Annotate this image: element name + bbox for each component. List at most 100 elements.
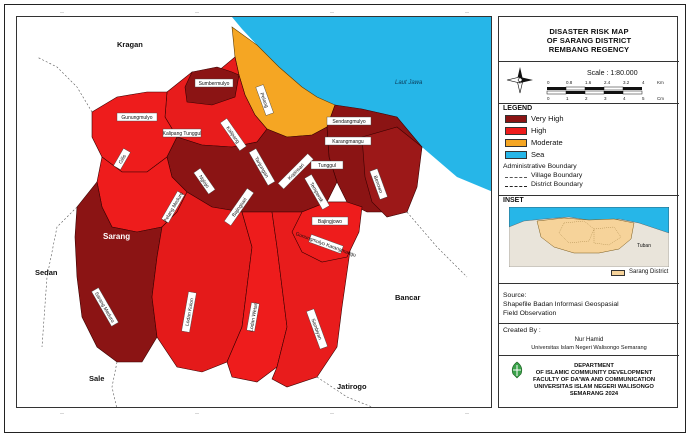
- inset-region-label: Tuban: [637, 243, 651, 249]
- svg-text:Karangmangu: Karangmangu: [332, 139, 364, 145]
- inset-legend-swatch: [611, 270, 625, 276]
- scale-text: Scale : 1:80.000: [587, 70, 638, 77]
- district-boundary-southwest: [111, 361, 118, 407]
- svg-text:1: 1: [566, 96, 569, 101]
- svg-text:Kalipang Tunggul: Kalipang Tunggul: [163, 131, 202, 137]
- svg-text:Gunungmulyo: Gunungmulyo: [121, 115, 152, 121]
- map-area: Sumbermulyo Gunungmulyo Pelang Kalipang …: [16, 16, 492, 408]
- village-boundary-line: [505, 177, 527, 178]
- divider: [499, 61, 679, 62]
- village-label: Pelang: [255, 84, 274, 116]
- coord-bottom-4: —: [465, 410, 469, 415]
- divider: [499, 103, 679, 104]
- village-label: Sendangmulyo: [326, 116, 372, 126]
- svg-text:Cm: Cm: [657, 96, 664, 101]
- divider: [499, 283, 679, 284]
- svg-text:Lodan Wetan: Lodan Wetan: [248, 302, 259, 332]
- svg-text:Pelang: Pelang: [258, 92, 269, 109]
- svg-text:0: 0: [547, 96, 550, 101]
- village-label: Bajingjowo: [311, 216, 349, 226]
- village-label: Kalipang Tunggul: [163, 128, 202, 138]
- svg-text:Sendangmulyo: Sendangmulyo: [332, 119, 366, 125]
- inset-heading: INSET: [503, 197, 524, 204]
- map-title-line-3: REMBANG REGENCY: [548, 45, 630, 54]
- district-boundary-line: [505, 186, 527, 187]
- coord-top-4: —: [465, 9, 469, 14]
- legend-label-moderate: Moderate: [531, 138, 563, 147]
- svg-text:4: 4: [642, 80, 645, 85]
- svg-text:3.2: 3.2: [623, 80, 630, 85]
- legend-label-sea: Sea: [531, 150, 545, 159]
- map-info-panel: DISASTER RISK MAP OF SARANG DISTRICT REM…: [498, 16, 679, 408]
- region-label-kragan: Kragan: [117, 40, 143, 49]
- credit-line-1: DEPARTMENT: [574, 363, 614, 369]
- credit-line-3: FACULTY OF DA'WA AND COMMUNICATION: [532, 377, 656, 383]
- creator-name: Nur Hamid: [574, 337, 604, 343]
- legend-label-high: High: [531, 126, 547, 135]
- svg-text:Gilis: Gilis: [118, 153, 128, 165]
- sea-label: Laut Jawa: [395, 80, 423, 86]
- divider: [499, 195, 679, 196]
- university-logo-icon: [511, 361, 523, 379]
- credit-line-2: OF ISLAMIC COMMUNITY DEVELOPMENT: [535, 370, 653, 376]
- legend-swatch-very-high: [505, 115, 527, 123]
- creator-institution: Universitas Islam Negeri Walisongo Semar…: [531, 345, 647, 351]
- source-heading: Source:: [503, 292, 527, 299]
- svg-text:5: 5: [642, 96, 645, 101]
- north-arrow-icon: [506, 67, 533, 94]
- legend-heading: LEGEND: [503, 105, 533, 112]
- village-label: Lodan Wetan: [246, 302, 260, 332]
- sea-area: [232, 17, 491, 192]
- village-label: Benowo: [369, 168, 388, 200]
- region-label-bancar: Bancar: [395, 293, 421, 302]
- legend-swatch-high: [505, 127, 527, 135]
- svg-text:2: 2: [585, 96, 588, 101]
- map-frame: [4, 4, 686, 433]
- divider: [499, 323, 679, 324]
- map-canvas: Sumbermulyo Gunungmulyo Pelang Kalipang …: [35, 17, 491, 407]
- region-label-sarang: Sarang: [103, 232, 130, 241]
- village-label: Gilis: [113, 148, 131, 170]
- coord-top-2: —: [195, 9, 199, 14]
- map-title-line-1: DISASTER RISK MAP: [549, 27, 629, 36]
- divider: [499, 355, 679, 356]
- village-boundary-label: Village Boundary: [531, 172, 583, 179]
- svg-text:4: 4: [623, 96, 626, 101]
- district-boundary-east: [406, 211, 468, 278]
- village-label: Tunggul: [310, 160, 344, 170]
- svg-text:1.6: 1.6: [585, 80, 592, 85]
- svg-text:Lodan Kulon: Lodan Kulon: [185, 298, 196, 327]
- legend-label-very-high: Very High: [531, 114, 564, 123]
- village-label: Gunungmulyo: [116, 112, 158, 122]
- svg-text:Sumbermulyo: Sumbermulyo: [199, 81, 230, 87]
- district-boundary-west: [41, 206, 78, 348]
- credit-line-4: UNIVERSITAS ISLAM NEGERI WALISONGO: [534, 384, 654, 390]
- credit-line-5: SEMARANG 2024: [569, 391, 619, 397]
- coord-top-1: —: [60, 9, 64, 14]
- svg-text:0: 0: [547, 80, 550, 85]
- village-label: Lodan Kulon: [181, 291, 197, 333]
- admin-boundary-heading: Administrative Boundary: [503, 163, 577, 170]
- coord-top-3: —: [330, 9, 334, 14]
- region-label-sedan: Sedan: [35, 268, 58, 277]
- svg-text:Benowo: Benowo: [372, 175, 384, 194]
- coord-bottom-3: —: [330, 410, 334, 415]
- created-by-heading: Created By :: [503, 327, 541, 334]
- svg-text:Tunggul: Tunggul: [318, 163, 336, 169]
- source-line-2: Field Observation: [503, 310, 557, 317]
- svg-text:3: 3: [604, 96, 607, 101]
- district-boundary-label: District Boundary: [531, 181, 583, 188]
- svg-text:Bajingjowo: Bajingjowo: [318, 219, 342, 225]
- village-label: Karangmangu: [324, 136, 372, 146]
- region-label-sale: Sale: [89, 374, 104, 383]
- svg-text:2.4: 2.4: [604, 80, 611, 85]
- region-label-jatirogo: Jatirogo: [337, 382, 367, 391]
- legend-swatch-sea: [505, 151, 527, 159]
- scale-bar: 0 0.8 1.6 2.4 3.2 4 Km 0 1 2 3 4 5 Cm: [546, 80, 664, 101]
- district-boundary-south: [316, 376, 373, 407]
- legend-swatch-moderate: [505, 139, 527, 147]
- svg-text:0.8: 0.8: [566, 80, 573, 85]
- village-label: Sumbermulyo: [194, 78, 234, 88]
- inset-map: Tuban: [509, 207, 669, 267]
- coord-bottom-1: —: [60, 410, 64, 415]
